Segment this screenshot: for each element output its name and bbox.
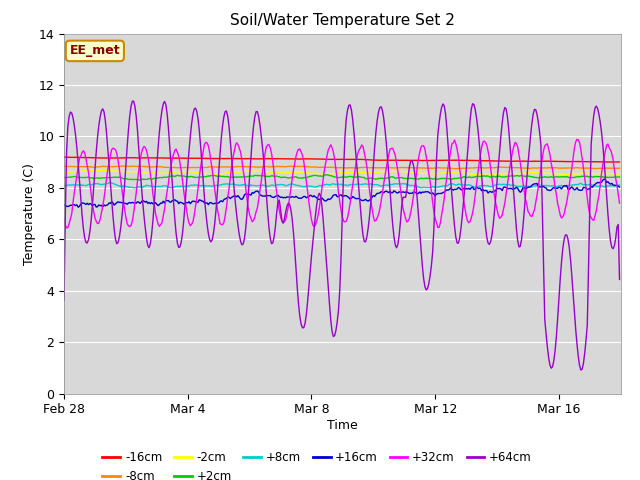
+16cm <box>74 204 82 210</box>
-2cm <box>104 168 111 174</box>
-2cm <box>90 167 97 173</box>
+8cm <box>572 182 580 188</box>
+16cm <box>490 189 497 194</box>
Line: +8cm: +8cm <box>64 182 620 188</box>
Line: +64cm: +64cm <box>64 101 620 370</box>
+8cm <box>491 182 499 188</box>
-2cm <box>447 169 454 175</box>
-8cm <box>616 166 623 171</box>
+32cm <box>447 148 454 154</box>
Line: -16cm: -16cm <box>64 157 620 162</box>
+2cm <box>60 175 68 180</box>
+64cm <box>102 130 110 136</box>
+8cm <box>616 182 623 188</box>
+2cm <box>616 174 623 180</box>
X-axis label: Time: Time <box>327 419 358 432</box>
-2cm <box>616 171 623 177</box>
-16cm <box>488 158 496 164</box>
+64cm <box>577 367 585 373</box>
+32cm <box>60 216 68 221</box>
+32cm <box>383 158 391 164</box>
+16cm <box>60 202 68 208</box>
-8cm <box>502 165 510 170</box>
+8cm <box>105 180 113 185</box>
Text: EE_met: EE_met <box>70 44 120 58</box>
+8cm <box>502 182 510 188</box>
Y-axis label: Temperature (C): Temperature (C) <box>22 163 36 264</box>
-16cm <box>445 157 453 163</box>
-8cm <box>572 165 580 171</box>
+32cm <box>501 200 509 206</box>
Line: +32cm: +32cm <box>64 139 620 228</box>
+2cm <box>135 177 143 183</box>
+2cm <box>102 175 110 180</box>
+2cm <box>385 175 392 181</box>
+64cm <box>570 310 578 315</box>
+32cm <box>490 185 497 191</box>
-8cm <box>451 166 458 171</box>
+8cm <box>60 182 68 188</box>
-2cm <box>474 172 481 178</box>
-2cm <box>572 171 580 177</box>
+2cm <box>448 176 456 182</box>
-16cm <box>607 159 614 165</box>
-16cm <box>60 154 68 160</box>
+64cm <box>501 105 509 110</box>
+8cm <box>383 182 391 188</box>
+2cm <box>572 174 580 180</box>
+16cm <box>600 176 608 182</box>
+64cm <box>130 98 138 104</box>
+8cm <box>417 185 425 191</box>
-16cm <box>102 155 110 161</box>
+16cm <box>501 184 509 190</box>
+16cm <box>383 189 391 195</box>
+64cm <box>383 155 391 161</box>
-2cm <box>60 169 68 175</box>
+2cm <box>502 174 510 180</box>
+32cm <box>573 136 581 142</box>
+64cm <box>60 298 68 303</box>
Legend: -16cm, -8cm, -2cm, +2cm, +8cm, +16cm, +32cm, +64cm: -16cm, -8cm, -2cm, +2cm, +8cm, +16cm, +3… <box>98 446 536 480</box>
-8cm <box>120 163 127 169</box>
Line: -2cm: -2cm <box>64 170 620 175</box>
+8cm <box>448 181 456 187</box>
-8cm <box>491 165 499 170</box>
+2cm <box>323 172 331 178</box>
-16cm <box>569 158 577 164</box>
+16cm <box>447 185 454 191</box>
+32cm <box>63 225 70 231</box>
+64cm <box>447 177 454 183</box>
-2cm <box>383 169 391 175</box>
+8cm <box>102 181 110 187</box>
-2cm <box>502 170 510 176</box>
+2cm <box>491 174 499 180</box>
-16cm <box>616 159 623 165</box>
-8cm <box>383 165 391 170</box>
-8cm <box>447 166 454 171</box>
Line: -8cm: -8cm <box>64 166 620 168</box>
+16cm <box>616 184 623 190</box>
Line: +16cm: +16cm <box>64 179 620 207</box>
-8cm <box>60 164 68 169</box>
-16cm <box>500 158 508 164</box>
+16cm <box>104 202 111 207</box>
+64cm <box>490 222 497 228</box>
-2cm <box>491 171 499 177</box>
+32cm <box>570 145 578 151</box>
+32cm <box>616 200 623 206</box>
Title: Soil/Water Temperature Set 2: Soil/Water Temperature Set 2 <box>230 13 455 28</box>
-16cm <box>382 157 390 163</box>
+16cm <box>570 187 578 193</box>
+32cm <box>104 167 111 172</box>
+64cm <box>616 276 623 282</box>
-8cm <box>102 164 110 169</box>
Line: +2cm: +2cm <box>64 175 620 180</box>
